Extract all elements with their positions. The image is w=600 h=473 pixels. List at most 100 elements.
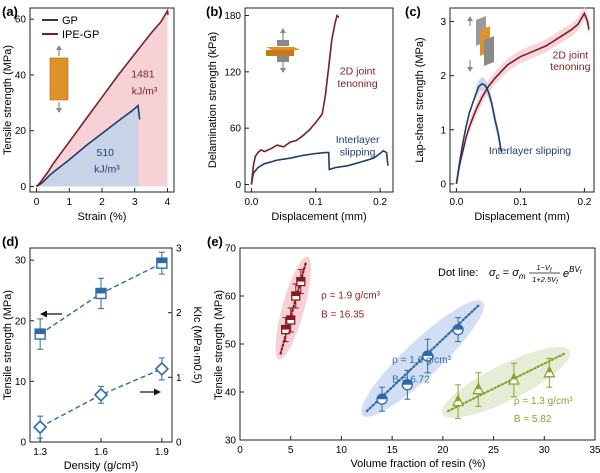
model-fit-dot-line <box>446 352 566 413</box>
interlayer-slipping-curve <box>250 149 389 185</box>
panel-c-frame <box>449 7 595 193</box>
tensile-point-fill <box>156 258 167 264</box>
panel-d-lines <box>33 251 169 439</box>
x-tick-label: 1 <box>66 197 72 208</box>
x-tick-label: 1.3 <box>33 447 47 458</box>
panel-b-ylabel: Delamination strength (kPa) <box>207 32 219 168</box>
panel-b-frame <box>244 7 394 193</box>
kic-point <box>33 419 48 435</box>
energy-annotation: 510 <box>97 147 115 159</box>
y-tick-label: 20 <box>15 126 27 137</box>
panel-c-ylabel: Lap-shear strength (MPa) <box>414 37 426 162</box>
curve-annotation: Interlayer slipping <box>489 145 571 157</box>
data-point-fill <box>286 316 295 320</box>
panel-label-b: (b) <box>206 4 223 19</box>
panel-label-d: (d) <box>2 234 19 249</box>
y-tick-label: 3 <box>440 17 446 28</box>
panel-a-ylabel: Tensile strength (MPa) <box>2 45 14 155</box>
x-tick-label: 0.2 <box>577 197 591 208</box>
curve-annotation: 2D joint <box>553 49 589 61</box>
panel-d: 1.3 1.6 1.9 0 10 20 30 0 1 2 3 Density (g/cm³) Ten… <box>2 244 203 473</box>
kic-point <box>93 387 109 402</box>
x-tick-label: 4 <box>165 197 171 208</box>
data-point-fill <box>402 379 413 385</box>
y-tick-label: 0 <box>20 182 26 193</box>
panel-e-marks <box>280 269 556 419</box>
b-parameter-label: B = 16.35 <box>321 310 365 321</box>
data-point-fill <box>377 394 387 400</box>
x-tick-label: 15 <box>387 445 399 456</box>
x-tick-label: 0 <box>237 445 243 456</box>
energy-annotation: kJ/m³ <box>94 163 120 175</box>
x-tick-label: 1.9 <box>155 447 169 458</box>
curve-annotation: tenoning <box>550 61 590 73</box>
data-point-fill <box>511 374 517 380</box>
x-tick-label: 25 <box>488 445 500 456</box>
x-tick-label: 0 <box>34 197 40 208</box>
svg-text:1−Vf: 1−Vf <box>536 263 553 274</box>
data-point-fill <box>281 325 290 330</box>
panel-e-annotations: ρ = 1.9 g/cm³ B = 16.35 ρ = 1.6 g/cm³ B = 6… <box>321 290 573 424</box>
equation-prefix: Dot line: <box>438 267 478 279</box>
panel-b-ticks: 0.0 0.1 0.2 0 60 120 180 <box>224 11 387 208</box>
y-tick-label: 70 <box>225 244 237 255</box>
y-tick-label: 50 <box>225 340 237 351</box>
x-tick-label: 0.0 <box>449 197 463 208</box>
panel-a-lines <box>35 8 169 188</box>
data-point-fill <box>546 366 553 373</box>
y-tick-label: 20 <box>15 316 27 327</box>
svg-text:σc = σm: σc = σm <box>489 267 526 281</box>
data-point-fill <box>291 292 300 296</box>
y-tick-label: 30 <box>225 436 237 447</box>
x-tick-label: 35 <box>589 445 600 456</box>
lap-shear-specimen-illustration <box>467 16 494 72</box>
y-tick-label-right: 0 <box>176 438 182 449</box>
panel-c-lines <box>455 11 590 185</box>
panel-e: 0 5 10 15 20 25 30 35 30 40 50 60 70 ρ = 1.9 g/cm³ B … <box>213 244 600 471</box>
x-tick-label: 0.1 <box>309 197 323 208</box>
kic-point <box>154 361 169 377</box>
x-tick-label: 3 <box>132 197 138 208</box>
data-point-fill <box>455 395 461 402</box>
density-label: ρ = 1.9 g/cm³ <box>321 290 380 301</box>
x-tick-label: 20 <box>437 445 449 456</box>
panel-a-xlabel: Strain (%) <box>78 211 127 223</box>
density-label: ρ = 1.6 g/cm³ <box>392 355 451 366</box>
panel-d-frame <box>29 247 173 443</box>
y-tick-label-right: 2 <box>176 308 182 319</box>
energy-annotation: kJ/m³ <box>132 85 158 97</box>
panel-a-annotations: 1481 kJ/m³ 510 kJ/m³ <box>94 69 158 176</box>
panel-c-ticks: 0.0 0.1 0.2 0 1 2 3 <box>440 17 591 208</box>
panel-label-a: (a) <box>2 4 18 19</box>
curve-annotation: Interlayer <box>336 134 380 146</box>
panel-label-e: (e) <box>207 234 223 249</box>
x-tick-label: 0.0 <box>244 197 258 208</box>
x-tick-label: 10 <box>336 445 348 456</box>
left-axis-arrow <box>40 310 62 318</box>
panel-e-ticks: 0 5 10 15 20 25 30 35 30 40 50 60 70 <box>225 244 600 457</box>
joint-tenoning-curve <box>455 11 590 185</box>
x-tick-label: 30 <box>539 445 551 456</box>
y-tick-label: 180 <box>224 11 241 22</box>
svg-text:1+2.5Vf: 1+2.5Vf <box>532 275 559 286</box>
tensile-specimen-illustration <box>49 45 69 113</box>
panel-b-lines <box>250 13 389 185</box>
panel-label-c: (c) <box>405 4 421 19</box>
y-tick-label: 0 <box>440 179 446 190</box>
panel-d-ylabel: Tensile strength (MPa) <box>2 290 14 400</box>
curve-annotation: 2D joint <box>340 66 376 78</box>
x-tick-label: 0.2 <box>373 197 387 208</box>
y-tick-label: 10 <box>15 377 27 388</box>
y-tick-label-right: 3 <box>176 244 182 255</box>
y-tick-label: 0 <box>235 180 241 191</box>
curve-annotation: slipping <box>340 146 376 158</box>
x-tick-label: 0.1 <box>513 197 527 208</box>
svg-text:eBVf: eBVf <box>563 265 583 280</box>
panel-b-xlabel: Displacement (mm) <box>271 211 366 223</box>
data-point-fill <box>296 277 305 282</box>
